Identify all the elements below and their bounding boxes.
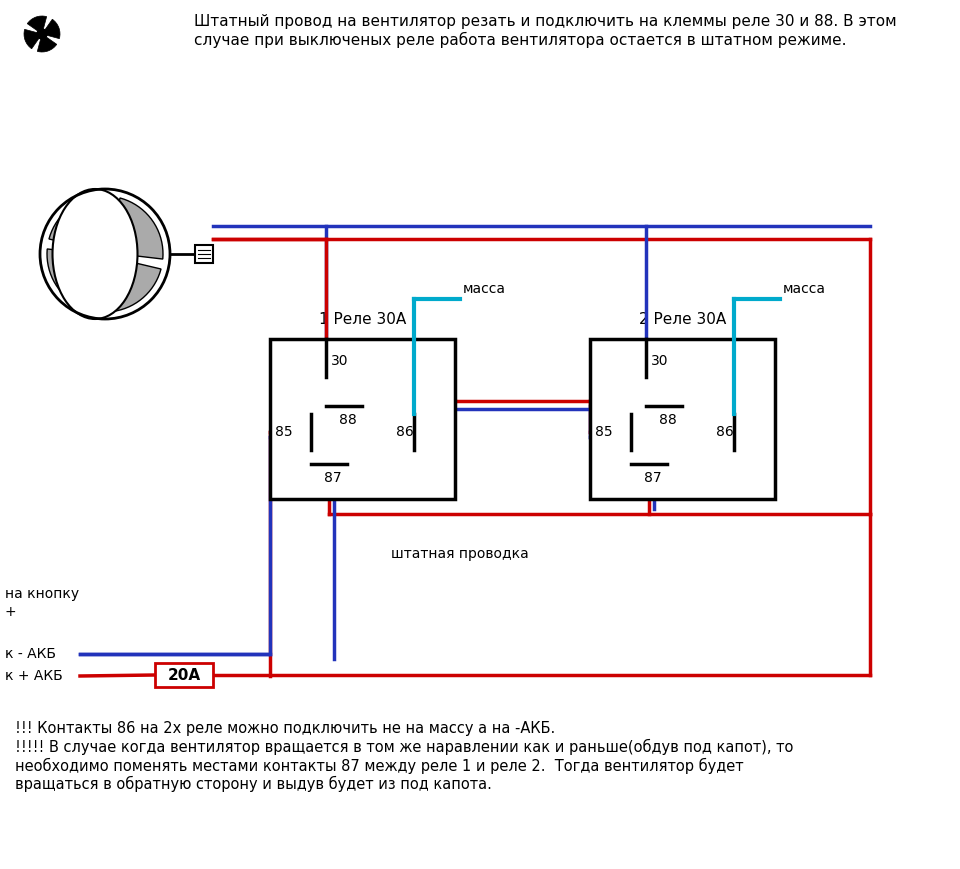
- Polygon shape: [47, 249, 100, 310]
- Wedge shape: [42, 19, 60, 38]
- Text: 88: 88: [339, 413, 357, 428]
- Text: 2 Реле 30А: 2 Реле 30А: [638, 312, 726, 327]
- Text: 85: 85: [595, 425, 612, 439]
- Text: к - АКБ: к - АКБ: [5, 647, 56, 661]
- Bar: [195, 245, 213, 263]
- Text: 30: 30: [651, 354, 668, 368]
- Text: !!! Контакты 86 на 2х реле можно подключить не на массу а на -АКБ.
!!!!! В случа: !!! Контакты 86 на 2х реле можно подключ…: [15, 721, 793, 793]
- Text: масса: масса: [783, 282, 826, 296]
- Text: 88: 88: [659, 413, 677, 428]
- Bar: [590, 339, 775, 499]
- Text: 86: 86: [716, 425, 734, 439]
- Text: 87: 87: [324, 471, 342, 485]
- Text: 1 Реле 30А: 1 Реле 30А: [319, 312, 406, 327]
- Text: 20А: 20А: [167, 667, 201, 682]
- Text: на кнопку: на кнопку: [5, 587, 79, 601]
- Text: штатная проводка: штатная проводка: [391, 547, 529, 561]
- Text: 30: 30: [330, 354, 348, 368]
- Text: Штатный провод на вентилятор резать и подключить на клеммы реле 30 и 88. В этом
: Штатный провод на вентилятор резать и по…: [194, 14, 897, 48]
- Polygon shape: [49, 196, 110, 249]
- Circle shape: [37, 29, 47, 39]
- Text: 87: 87: [644, 471, 661, 485]
- Text: +: +: [5, 605, 16, 619]
- Text: масса: масса: [463, 282, 506, 296]
- Polygon shape: [100, 259, 161, 312]
- Bar: [270, 339, 455, 499]
- Wedge shape: [37, 34, 57, 52]
- Ellipse shape: [53, 189, 137, 319]
- Text: к + АКБ: к + АКБ: [5, 669, 62, 683]
- Text: 86: 86: [396, 425, 414, 439]
- Polygon shape: [110, 198, 163, 259]
- Wedge shape: [24, 30, 42, 49]
- Wedge shape: [27, 16, 47, 34]
- Bar: [155, 663, 213, 687]
- Text: 85: 85: [275, 425, 293, 439]
